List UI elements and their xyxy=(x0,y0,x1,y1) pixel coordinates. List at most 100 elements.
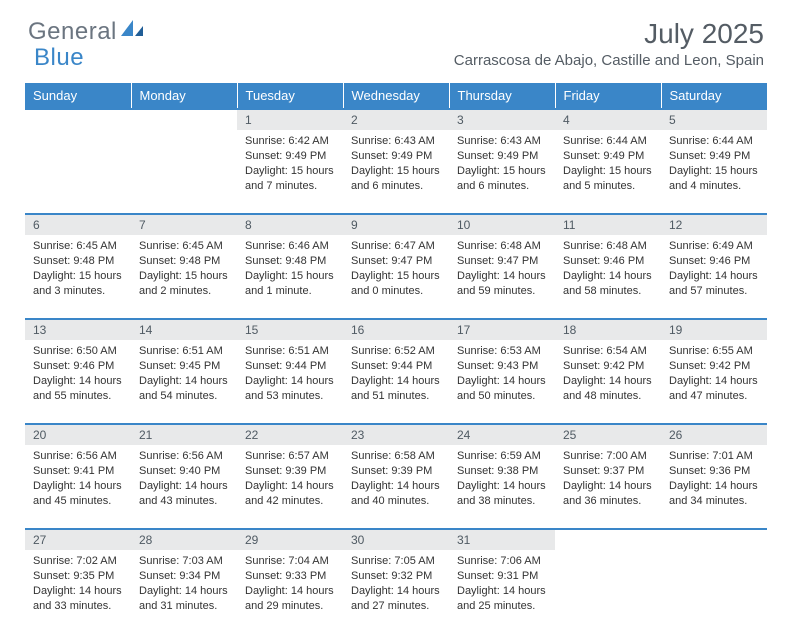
day-number-cell xyxy=(555,529,661,550)
daylight-line: Daylight: 14 hours and 29 minutes. xyxy=(245,584,335,614)
day-number-cell: 15 xyxy=(237,319,343,340)
sunrise-line: Sunrise: 6:51 AM xyxy=(245,344,335,359)
sunrise-line: Sunrise: 6:43 AM xyxy=(457,134,547,149)
day-body-cell: Sunrise: 6:58 AMSunset: 9:39 PMDaylight:… xyxy=(343,445,449,529)
day-body-cell: Sunrise: 6:59 AMSunset: 9:38 PMDaylight:… xyxy=(449,445,555,529)
sunset-line: Sunset: 9:48 PM xyxy=(33,254,123,269)
daylight-line: Daylight: 15 hours and 0 minutes. xyxy=(351,269,441,299)
day-body-cell: Sunrise: 7:00 AMSunset: 9:37 PMDaylight:… xyxy=(555,445,661,529)
day-body-cell: Sunrise: 6:55 AMSunset: 9:42 PMDaylight:… xyxy=(661,340,767,424)
logo-text-blue-wrap: Blue xyxy=(34,44,84,72)
cell-content: Sunrise: 6:59 AMSunset: 9:38 PMDaylight:… xyxy=(449,445,555,514)
cell-content: Sunrise: 6:45 AMSunset: 9:48 PMDaylight:… xyxy=(25,235,131,304)
sunset-line: Sunset: 9:40 PM xyxy=(139,464,229,479)
day-number-row: 2728293031 xyxy=(25,529,767,550)
day-number-row: 12345 xyxy=(25,109,767,130)
sunrise-line: Sunrise: 6:45 AM xyxy=(139,239,229,254)
day-number-cell: 19 xyxy=(661,319,767,340)
sunset-line: Sunset: 9:49 PM xyxy=(457,149,547,164)
sunset-line: Sunset: 9:41 PM xyxy=(33,464,123,479)
sunrise-line: Sunrise: 6:54 AM xyxy=(563,344,653,359)
weekday-header: Tuesday xyxy=(237,83,343,109)
day-body-cell: Sunrise: 6:42 AMSunset: 9:49 PMDaylight:… xyxy=(237,130,343,214)
sunset-line: Sunset: 9:49 PM xyxy=(351,149,441,164)
cell-content: Sunrise: 7:06 AMSunset: 9:31 PMDaylight:… xyxy=(449,550,555,619)
day-number-cell: 14 xyxy=(131,319,237,340)
cell-content: Sunrise: 6:49 AMSunset: 9:46 PMDaylight:… xyxy=(661,235,767,304)
day-body-cell: Sunrise: 6:43 AMSunset: 9:49 PMDaylight:… xyxy=(343,130,449,214)
sunset-line: Sunset: 9:44 PM xyxy=(351,359,441,374)
daylight-line: Daylight: 14 hours and 25 minutes. xyxy=(457,584,547,614)
sunset-line: Sunset: 9:35 PM xyxy=(33,569,123,584)
day-body-cell: Sunrise: 7:01 AMSunset: 9:36 PMDaylight:… xyxy=(661,445,767,529)
title-block: July 2025 Carrascosa de Abajo, Castille … xyxy=(454,18,764,69)
day-number-cell: 31 xyxy=(449,529,555,550)
day-number-cell: 20 xyxy=(25,424,131,445)
sunrise-line: Sunrise: 6:57 AM xyxy=(245,449,335,464)
logo-text-general: General xyxy=(28,18,117,46)
cell-content: Sunrise: 6:54 AMSunset: 9:42 PMDaylight:… xyxy=(555,340,661,409)
day-body-cell: Sunrise: 6:56 AMSunset: 9:41 PMDaylight:… xyxy=(25,445,131,529)
sunrise-line: Sunrise: 6:55 AM xyxy=(669,344,759,359)
day-number-cell: 30 xyxy=(343,529,449,550)
day-body-cell: Sunrise: 7:03 AMSunset: 9:34 PMDaylight:… xyxy=(131,550,237,634)
weekday-header: Wednesday xyxy=(343,83,449,109)
calendar-head: SundayMondayTuesdayWednesdayThursdayFrid… xyxy=(25,83,767,109)
cell-content: Sunrise: 7:00 AMSunset: 9:37 PMDaylight:… xyxy=(555,445,661,514)
day-body-cell: Sunrise: 7:06 AMSunset: 9:31 PMDaylight:… xyxy=(449,550,555,634)
cell-content: Sunrise: 6:51 AMSunset: 9:45 PMDaylight:… xyxy=(131,340,237,409)
day-body-cell: Sunrise: 6:51 AMSunset: 9:45 PMDaylight:… xyxy=(131,340,237,424)
cell-content: Sunrise: 6:44 AMSunset: 9:49 PMDaylight:… xyxy=(661,130,767,199)
day-number-row: 6789101112 xyxy=(25,214,767,235)
day-number-cell: 10 xyxy=(449,214,555,235)
day-number-cell: 8 xyxy=(237,214,343,235)
sunrise-line: Sunrise: 6:47 AM xyxy=(351,239,441,254)
sunset-line: Sunset: 9:38 PM xyxy=(457,464,547,479)
day-body-cell: Sunrise: 6:45 AMSunset: 9:48 PMDaylight:… xyxy=(131,235,237,319)
sunset-line: Sunset: 9:39 PM xyxy=(351,464,441,479)
sunset-line: Sunset: 9:42 PM xyxy=(563,359,653,374)
sunrise-line: Sunrise: 7:04 AM xyxy=(245,554,335,569)
daylight-line: Daylight: 15 hours and 1 minute. xyxy=(245,269,335,299)
sunset-line: Sunset: 9:45 PM xyxy=(139,359,229,374)
day-body-cell xyxy=(555,550,661,634)
day-number-cell: 28 xyxy=(131,529,237,550)
daylight-line: Daylight: 14 hours and 45 minutes. xyxy=(33,479,123,509)
day-number-cell: 18 xyxy=(555,319,661,340)
sunset-line: Sunset: 9:49 PM xyxy=(563,149,653,164)
sunrise-line: Sunrise: 6:56 AM xyxy=(139,449,229,464)
sunset-line: Sunset: 9:31 PM xyxy=(457,569,547,584)
daylight-line: Daylight: 15 hours and 3 minutes. xyxy=(33,269,123,299)
daylight-line: Daylight: 14 hours and 50 minutes. xyxy=(457,374,547,404)
day-number-cell: 1 xyxy=(237,109,343,130)
sunrise-line: Sunrise: 6:43 AM xyxy=(351,134,441,149)
day-body-cell: Sunrise: 6:47 AMSunset: 9:47 PMDaylight:… xyxy=(343,235,449,319)
sunrise-line: Sunrise: 7:05 AM xyxy=(351,554,441,569)
day-body-cell: Sunrise: 6:53 AMSunset: 9:43 PMDaylight:… xyxy=(449,340,555,424)
sunset-line: Sunset: 9:33 PM xyxy=(245,569,335,584)
day-body-row: Sunrise: 6:45 AMSunset: 9:48 PMDaylight:… xyxy=(25,235,767,319)
sunrise-line: Sunrise: 7:06 AM xyxy=(457,554,547,569)
daylight-line: Daylight: 14 hours and 43 minutes. xyxy=(139,479,229,509)
cell-content: Sunrise: 6:48 AMSunset: 9:46 PMDaylight:… xyxy=(555,235,661,304)
day-body-cell: Sunrise: 7:05 AMSunset: 9:32 PMDaylight:… xyxy=(343,550,449,634)
daylight-line: Daylight: 14 hours and 38 minutes. xyxy=(457,479,547,509)
daylight-line: Daylight: 15 hours and 6 minutes. xyxy=(457,164,547,194)
sunset-line: Sunset: 9:43 PM xyxy=(457,359,547,374)
weekday-row: SundayMondayTuesdayWednesdayThursdayFrid… xyxy=(25,83,767,109)
sunrise-line: Sunrise: 7:03 AM xyxy=(139,554,229,569)
day-number-cell xyxy=(661,529,767,550)
day-body-cell: Sunrise: 6:54 AMSunset: 9:42 PMDaylight:… xyxy=(555,340,661,424)
day-body-cell xyxy=(661,550,767,634)
day-number-cell: 16 xyxy=(343,319,449,340)
day-body-cell: Sunrise: 6:57 AMSunset: 9:39 PMDaylight:… xyxy=(237,445,343,529)
weekday-header: Saturday xyxy=(661,83,767,109)
sunrise-line: Sunrise: 6:59 AM xyxy=(457,449,547,464)
weekday-header: Friday xyxy=(555,83,661,109)
logo-sail-icon xyxy=(119,18,145,43)
day-number-row: 20212223242526 xyxy=(25,424,767,445)
daylight-line: Daylight: 14 hours and 53 minutes. xyxy=(245,374,335,404)
sunset-line: Sunset: 9:47 PM xyxy=(457,254,547,269)
cell-content: Sunrise: 6:44 AMSunset: 9:49 PMDaylight:… xyxy=(555,130,661,199)
cell-content: Sunrise: 6:48 AMSunset: 9:47 PMDaylight:… xyxy=(449,235,555,304)
